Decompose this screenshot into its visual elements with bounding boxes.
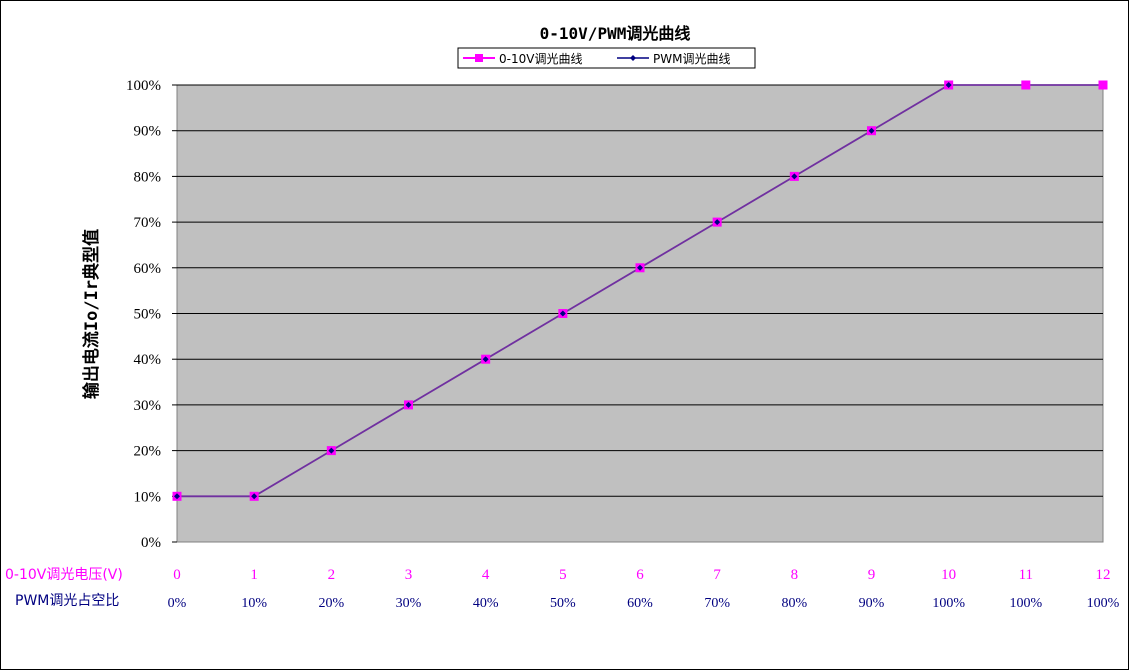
x-tick-label-voltage: 3: [405, 567, 413, 583]
data-point-pwm: [482, 356, 489, 363]
y-tick-label: 100%: [126, 78, 161, 94]
pwm-row-title: PWM调光占空比: [15, 593, 119, 609]
x-tick-label-pwm: 0%: [168, 596, 187, 611]
x-tick-label-voltage: 0: [173, 567, 181, 583]
y-tick-label: 40%: [134, 352, 162, 368]
x-tick-label-voltage: 10: [941, 567, 956, 583]
x-tick-label-pwm: 10%: [241, 596, 267, 611]
y-axis-label: 输出电流Io/Ir典型值: [81, 229, 102, 399]
y-tick-label: 10%: [134, 489, 162, 505]
data-point-pwm: [791, 173, 798, 180]
y-tick-label: 30%: [134, 398, 162, 414]
y-tick-label: 90%: [134, 124, 162, 140]
x-tick-label-pwm: 20%: [318, 596, 344, 611]
data-point-pwm: [174, 493, 180, 500]
data-point-pwm: [868, 127, 875, 134]
data-point-pwm: [559, 310, 566, 317]
x-tick-label-pwm: 100%: [932, 596, 965, 611]
legend-marker-pwm: [630, 55, 636, 61]
x-tick-label-voltage: 5: [559, 567, 567, 583]
data-point-voltage: [1098, 80, 1108, 90]
data-point-pwm: [714, 219, 721, 226]
y-tick-label: 20%: [134, 444, 162, 460]
x-axis-pwm-row: 0% 10% 20% 30% 40% 50% 60% 70% 80% 90% 100% 100% 100…: [168, 596, 1120, 611]
x-tick-label-pwm: 100%: [1009, 596, 1042, 611]
x-tick-label-pwm: 80%: [781, 596, 807, 611]
chart-title: 0-10V/PWM调光曲线: [540, 24, 691, 43]
data-point-pwm: [405, 401, 412, 408]
x-tick-label-voltage: 6: [636, 567, 644, 583]
data-point-pwm: [637, 264, 643, 271]
x-tick-label-pwm: 100%: [1087, 596, 1120, 611]
x-tick-label-pwm: 50%: [550, 596, 576, 611]
x-tick-label-pwm: 30%: [396, 596, 422, 611]
y-tick-label: 0%: [141, 535, 161, 551]
data-point-pwm: [328, 447, 335, 454]
x-tick-label-voltage: 7: [713, 567, 721, 583]
data-point-pwm: [945, 82, 952, 88]
y-tick-label: 60%: [134, 261, 162, 277]
x-tick-label-voltage: 11: [1019, 567, 1033, 583]
series-layer: [172, 80, 1108, 501]
voltage-row-title: 0-10V调光电压(V): [5, 567, 123, 583]
legend-marker-voltage: [475, 54, 483, 62]
x-tick-label-voltage: 8: [791, 567, 799, 583]
y-tick-label: 80%: [134, 169, 162, 185]
x-tick-label-pwm: 70%: [704, 596, 730, 611]
data-point-pwm: [251, 493, 258, 500]
x-tick-label-pwm: 60%: [627, 596, 653, 611]
data-point-voltage: [1021, 80, 1031, 90]
x-tick-label-voltage: 12: [1096, 567, 1111, 583]
x-tick-label-voltage: 2: [328, 567, 336, 583]
x-tick-label-voltage: 4: [482, 567, 490, 583]
x-tick-label-voltage: 1: [250, 567, 258, 583]
x-tick-label-pwm: 40%: [473, 596, 499, 611]
legend-label-pwm: PWM调光曲线: [653, 52, 730, 66]
y-axis-ticks: 0% 10% 20% 30% 40% 50% 60% 70% 80% 90% 100%: [126, 78, 177, 551]
x-axis-voltage-row: 0 1 2 3 4 5 6 7 8 9 10 11 12: [173, 567, 1110, 583]
y-tick-label: 50%: [134, 307, 162, 323]
x-tick-label-voltage: 9: [868, 567, 876, 583]
y-tick-label: 70%: [134, 215, 162, 231]
legend-label-voltage: 0-10V调光曲线: [499, 52, 582, 66]
legend-box: [457, 47, 756, 69]
chart-legend: 0-10V调光曲线 PWM调光曲线: [457, 47, 756, 69]
x-tick-label-pwm: 90%: [859, 596, 885, 611]
